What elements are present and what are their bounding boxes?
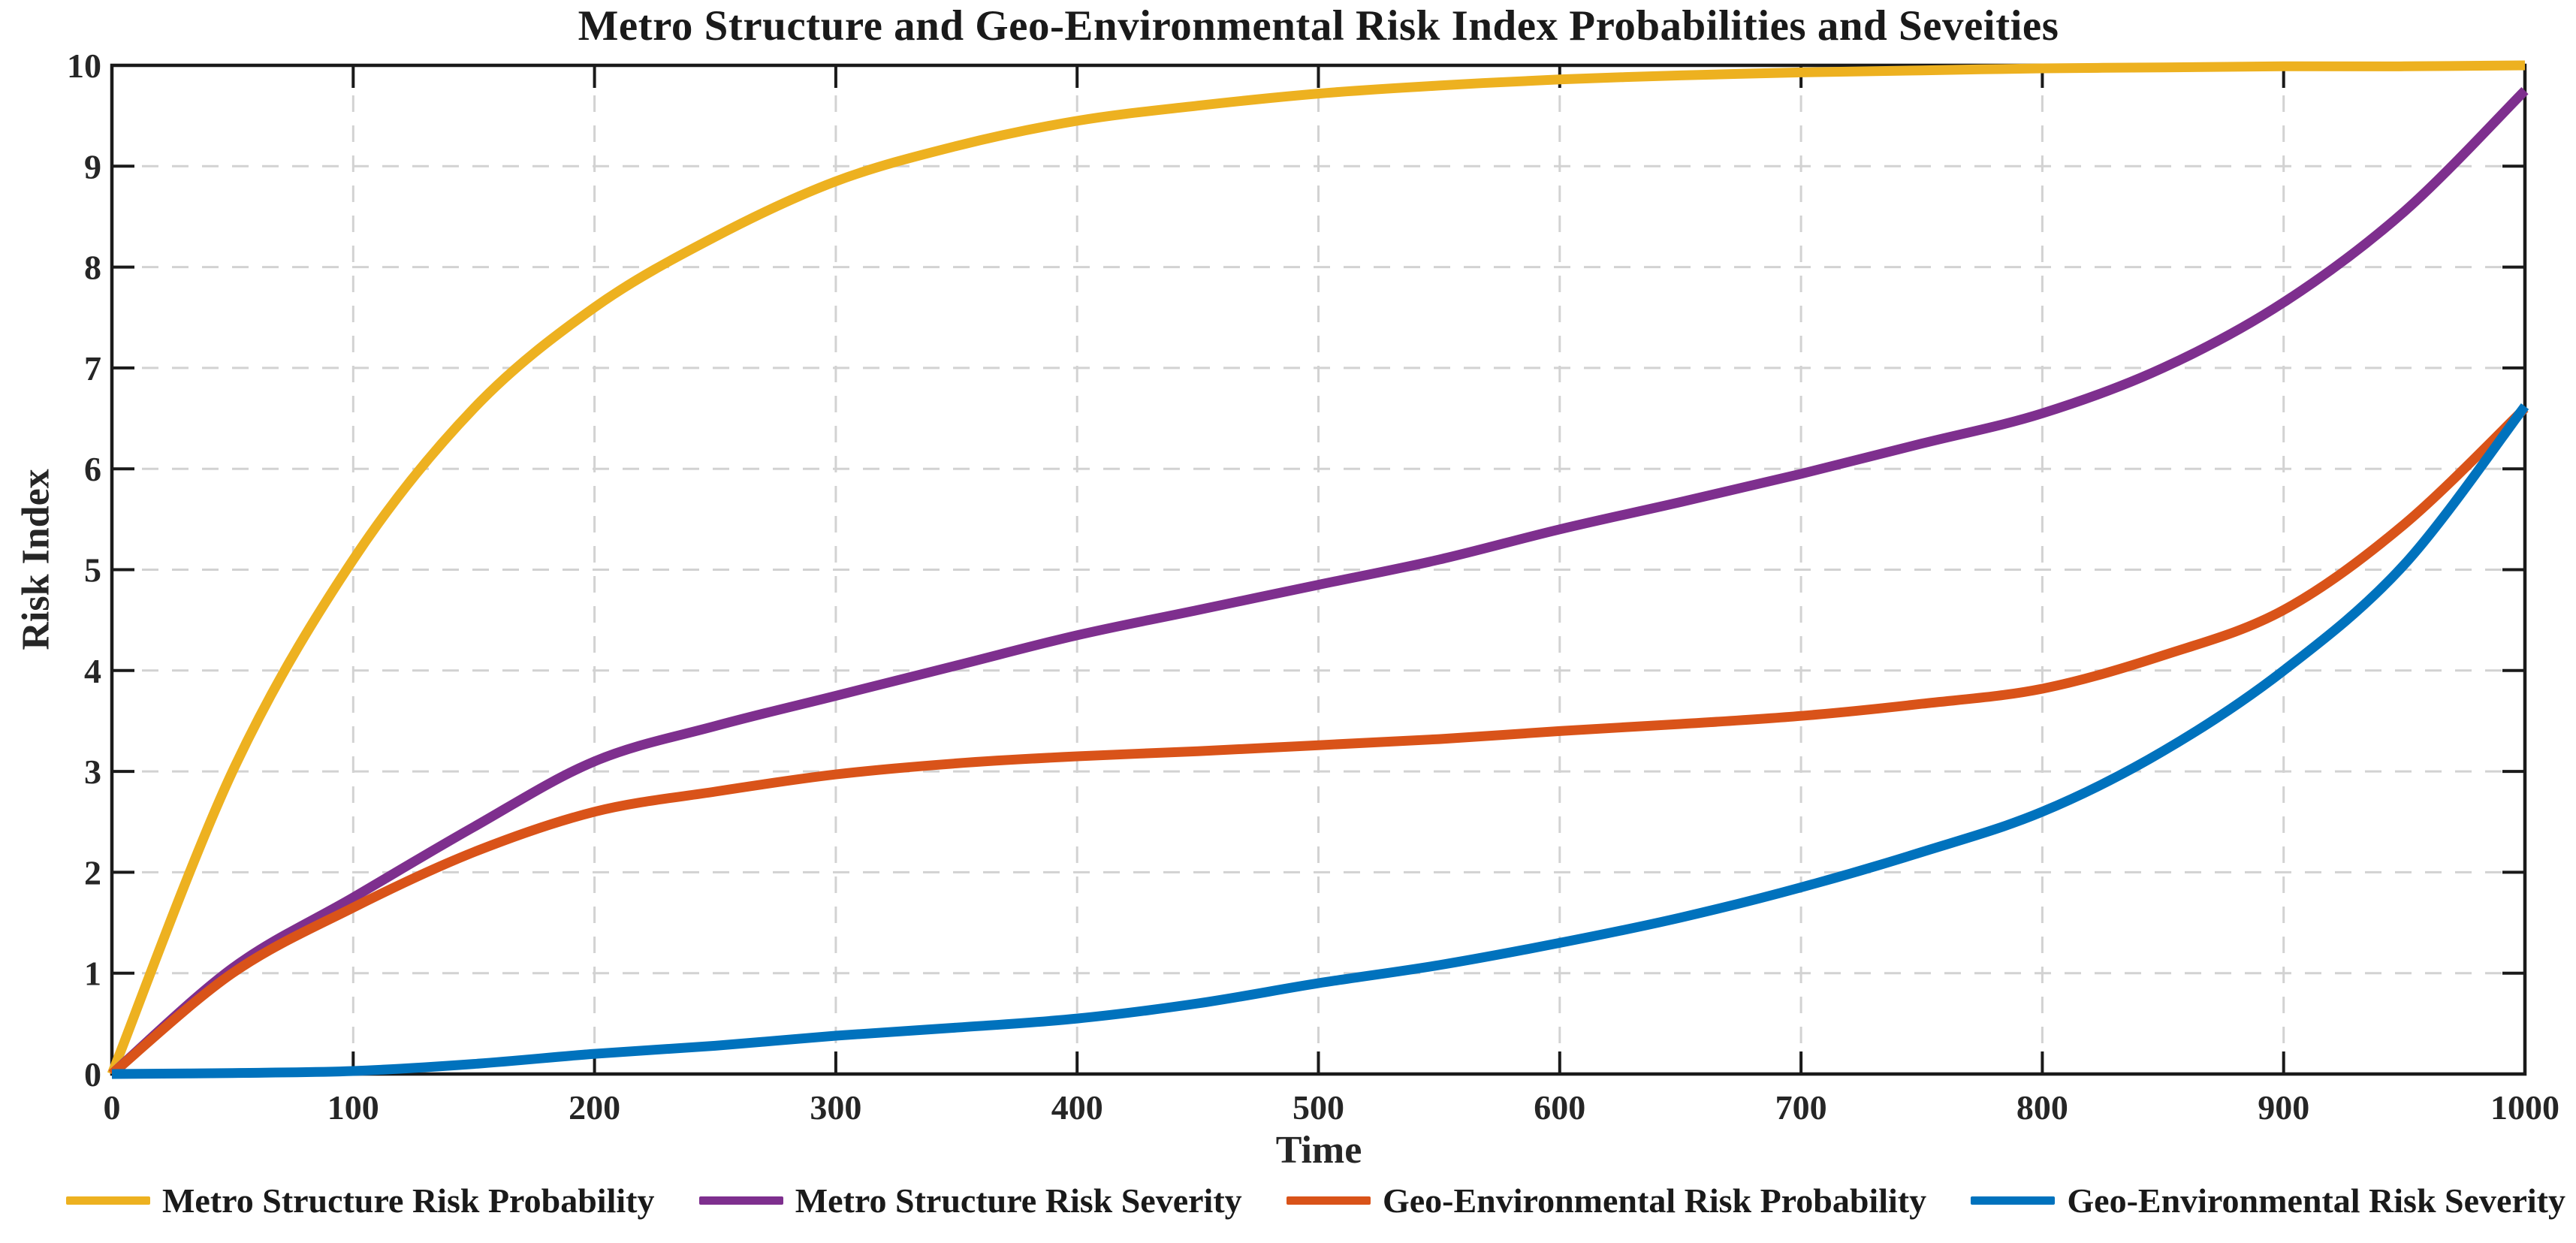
legend: Metro Structure Risk Probability Metro St… <box>66 1181 2565 1220</box>
series-line-1 <box>107 60 2526 1076</box>
series-line-2 <box>108 87 2529 1078</box>
y-tick-label: 10 <box>67 47 101 85</box>
series-line-3 <box>108 404 2529 1078</box>
legend-line-swatch <box>698 1196 783 1205</box>
legend-item: Geo-Environmental Risk Probability <box>1286 1181 1926 1220</box>
legend-item: Metro Structure Risk Probability <box>66 1181 654 1220</box>
y-tick-label: 8 <box>84 249 101 287</box>
x-tick-label: 700 <box>1775 1088 1827 1127</box>
x-tick-label: 100 <box>327 1088 379 1127</box>
y-tick-label: 9 <box>84 147 101 186</box>
legend-item: Geo-Environmental Risk Severity <box>1971 1181 2565 1220</box>
legend-line-swatch <box>66 1196 150 1205</box>
y-tick-label: 5 <box>84 551 101 590</box>
x-tick-label: 800 <box>2016 1088 2068 1127</box>
legend-item: Metro Structure Risk Severity <box>698 1181 1242 1220</box>
y-tick-label: 4 <box>84 652 101 690</box>
x-tick-label: 600 <box>1534 1088 1585 1127</box>
x-tick-label: 200 <box>569 1088 620 1127</box>
y-tick-label: 0 <box>84 1055 101 1094</box>
y-tick-label: 2 <box>84 853 101 892</box>
x-tick-label: 1000 <box>2490 1088 2559 1127</box>
legend-line-swatch <box>1971 1196 2056 1205</box>
y-tick-label: 7 <box>84 349 101 388</box>
legend-label: Geo-Environmental Risk Severity <box>2067 1181 2565 1220</box>
x-tick-label: 900 <box>2258 1088 2309 1127</box>
x-tick-label: 500 <box>1293 1088 1344 1127</box>
legend-label: Metro Structure Risk Severity <box>795 1181 1242 1220</box>
series-line-4 <box>111 403 2529 1079</box>
chart-title: Metro Structure and Geo-Environmental Ri… <box>578 2 2059 50</box>
x-tick-label: 400 <box>1051 1088 1103 1127</box>
y-tick-label: 3 <box>84 753 101 791</box>
x-tick-label: 300 <box>810 1088 861 1127</box>
x-axis-label: Time <box>1275 1129 1362 1172</box>
y-tick-label: 6 <box>84 450 101 488</box>
legend-label: Metro Structure Risk Probability <box>162 1181 655 1220</box>
y-tick-label: 1 <box>84 955 101 993</box>
x-tick-label: 0 <box>104 1088 121 1127</box>
legend-label: Geo-Environmental Risk Probability <box>1382 1181 1927 1220</box>
legend-line-swatch <box>1286 1196 1371 1205</box>
